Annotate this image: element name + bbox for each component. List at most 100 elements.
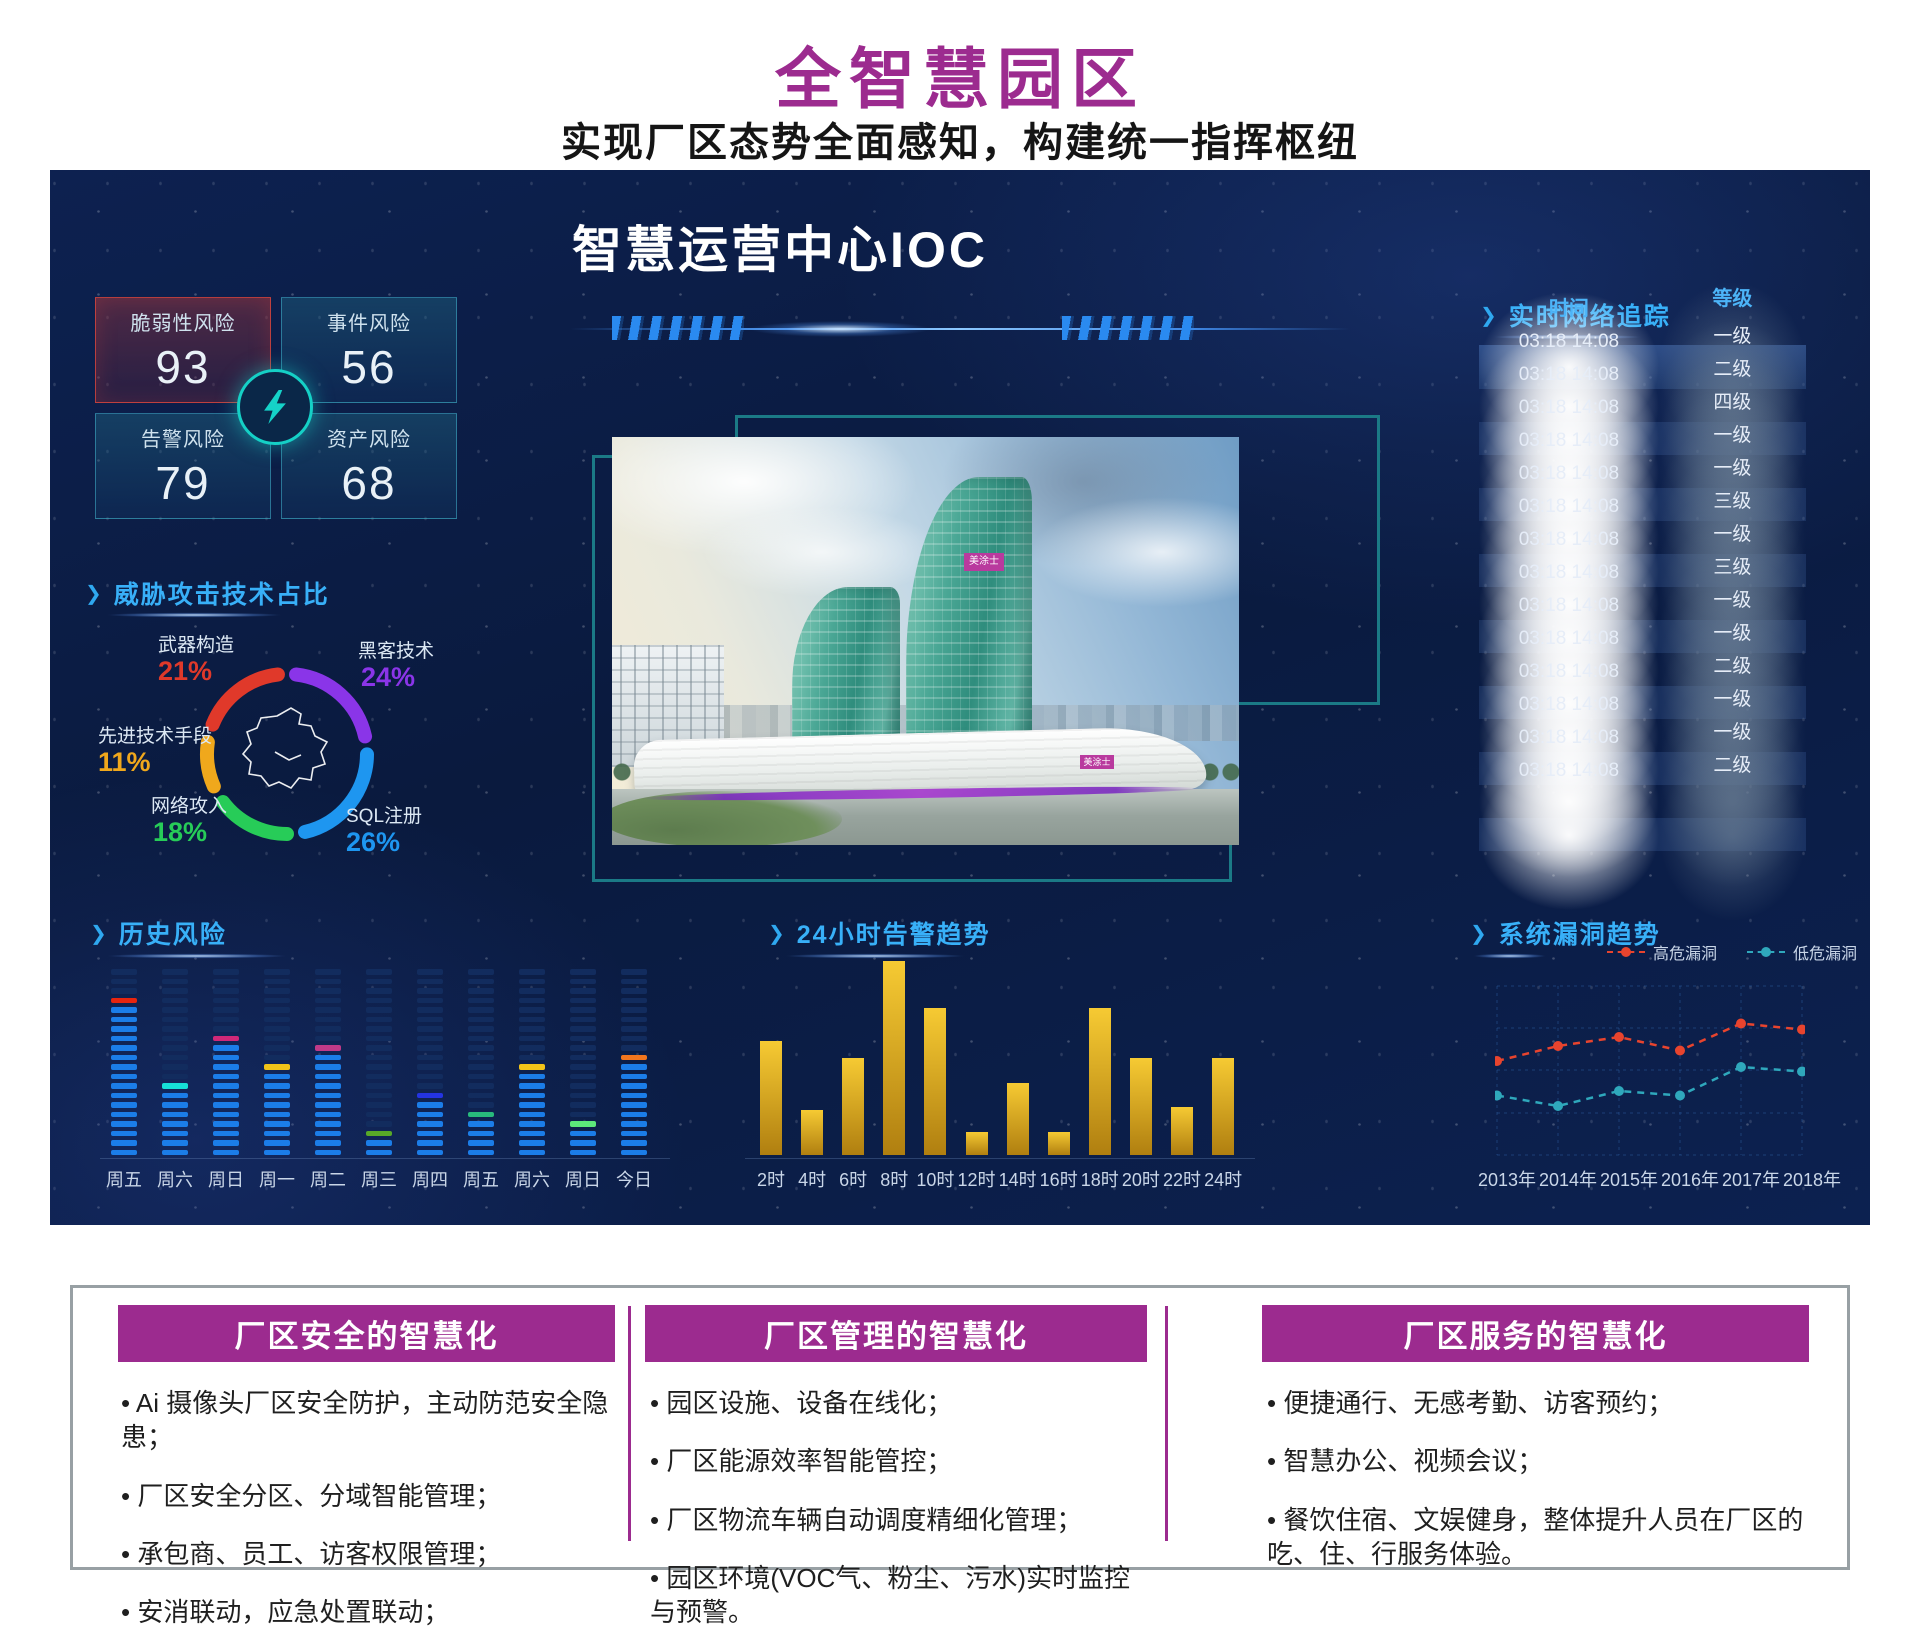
- bar-segment: [213, 1111, 239, 1117]
- bar-segment: [315, 1045, 341, 1051]
- bar-segment: [621, 1140, 647, 1146]
- bar-segment: [162, 1149, 188, 1155]
- info-column-header: 厂区服务的智慧化: [1262, 1305, 1809, 1362]
- bar-segment: [162, 1007, 188, 1013]
- x-tick-label: 2018年: [1782, 1170, 1842, 1190]
- history-bar: [570, 969, 596, 1155]
- bar-segment: [468, 1007, 494, 1013]
- x-tick-label: 10时: [916, 1170, 955, 1190]
- x-tick-label: 6时: [839, 1170, 868, 1190]
- x-tick-label: 2016年: [1660, 1170, 1720, 1190]
- donut-slice: [200, 735, 221, 794]
- glass-tower-tall: [906, 477, 1032, 749]
- bar-segment: [570, 1130, 596, 1136]
- bar-segment: [570, 1102, 596, 1108]
- bar-segment: [315, 1092, 341, 1098]
- bar-segment: [570, 1111, 596, 1117]
- bar-segment: [111, 1073, 137, 1079]
- feature-bullet: 便捷通行、无感考勤、访客预约；: [1267, 1386, 1817, 1420]
- bar-segment: [315, 997, 341, 1003]
- dashboard-title: 智慧运营中心IOC: [572, 222, 988, 278]
- bar-segment: [570, 988, 596, 994]
- bar-segment: [621, 1102, 647, 1108]
- bar-segment: [417, 1054, 443, 1060]
- x-tick-label: 周四: [412, 1170, 448, 1190]
- bar-segment: [417, 1121, 443, 1127]
- smart-features-panel: 厂区安全的智慧化 Ai 摄像头厂区安全防护，主动防范安全隐患； 厂区安全分区、分域…: [70, 1285, 1850, 1627]
- risk-card-vulnerability: 脆弱性风险 93: [95, 297, 271, 403]
- bar-segment: [315, 1007, 341, 1013]
- bar-segment: [621, 978, 647, 984]
- bar-segment: [468, 1111, 494, 1117]
- bar-segment: [570, 1092, 596, 1098]
- bar-segment: [111, 1007, 137, 1013]
- bar-segment: [570, 978, 596, 984]
- bar-segment: [621, 969, 647, 975]
- bar-segment: [417, 1007, 443, 1013]
- bar-segment: [570, 969, 596, 975]
- bar-segment: [315, 1111, 341, 1117]
- glass-tower-short: [792, 587, 900, 749]
- donut-percent: 26%: [346, 827, 401, 857]
- bar-segment: [162, 1026, 188, 1032]
- bar-segment: [111, 988, 137, 994]
- risk-card-grid: 脆弱性风险 93 事件风险 56 告警风险 79 资产风险 68: [95, 297, 457, 519]
- bar-segment: [417, 1064, 443, 1070]
- x-tick-label: 周二: [310, 1170, 346, 1190]
- bar-segment: [264, 1016, 290, 1022]
- bar-segment: [519, 1035, 545, 1041]
- x-tick-label: 2014年: [1538, 1170, 1598, 1190]
- bar-segment: [570, 1026, 596, 1032]
- bar-segment: [111, 1111, 137, 1117]
- bar-segment: [162, 988, 188, 994]
- bar-segment: [315, 1083, 341, 1089]
- info-column-security: 厂区安全的智慧化 Ai 摄像头厂区安全防护，主动防范安全隐患； 厂区安全分区、分域…: [73, 1288, 630, 1627]
- ioc-dashboard: 智慧运营中心IOC 脆弱性风险 93 事件风险 56 告警风险 79 资产风险 …: [50, 170, 1870, 1225]
- row-level: 二级: [1658, 749, 1806, 920]
- bar-segment: [519, 1102, 545, 1108]
- data-point: [1736, 1062, 1746, 1072]
- bar-segment: [111, 1026, 137, 1032]
- bar-segment: [570, 1140, 596, 1146]
- map-outline: [241, 707, 329, 790]
- bar-segment: [213, 1064, 239, 1070]
- alert-bar: [1006, 1083, 1029, 1155]
- bar-segment: [315, 988, 341, 994]
- bar-segment: [264, 1102, 290, 1108]
- bar-segment: [315, 969, 341, 975]
- x-tick-label: 4时: [798, 1170, 827, 1190]
- x-tick-label: 16时: [1039, 1170, 1078, 1190]
- x-tick-label: 22时: [1162, 1170, 1202, 1190]
- bar-segment: [417, 1130, 443, 1136]
- title-decor-hash-left: [612, 316, 744, 340]
- bar-segment: [213, 1016, 239, 1022]
- bar-segment: [315, 1073, 341, 1079]
- data-point: [1797, 1024, 1805, 1035]
- bar-segment: [264, 1054, 290, 1060]
- bar-segment: [213, 997, 239, 1003]
- risk-card-asset: 资产风险 68: [281, 413, 457, 519]
- bar-segment: [366, 988, 392, 994]
- row-time: 03:18 14:08: [1479, 759, 1659, 910]
- feature-bullet: 餐饮住宿、文娱健身，整体提升人员在厂区的吃、住、行服务体验。: [1267, 1503, 1817, 1572]
- bar-segment: [519, 1054, 545, 1060]
- data-point: [1675, 1045, 1685, 1056]
- bar-segment: [519, 1111, 545, 1117]
- x-tick-label: 周三: [361, 1170, 397, 1190]
- history-bar: [213, 969, 239, 1155]
- x-tick-label: 24时: [1204, 1170, 1243, 1190]
- column-divider: [1165, 1306, 1168, 1541]
- history-bar: [468, 969, 494, 1155]
- donut-percent: 11%: [98, 747, 151, 777]
- bar-segment: [111, 1130, 137, 1136]
- section-glow: [85, 612, 475, 618]
- bar-segment: [468, 988, 494, 994]
- x-tick-label: 2013年: [1477, 1170, 1537, 1190]
- bar-segment: [468, 1149, 494, 1155]
- bar-segment: [417, 1102, 443, 1108]
- x-tick-label: 2017年: [1721, 1170, 1781, 1190]
- alert-bar: [883, 961, 906, 1155]
- bullet-list: 便捷通行、无感考勤、访客预约； 智慧办公、视频会议； 餐饮住宿、文娱健身，整体提升人…: [1267, 1386, 1817, 1571]
- bar-segment: [417, 1035, 443, 1041]
- bar-segment: [621, 1121, 647, 1127]
